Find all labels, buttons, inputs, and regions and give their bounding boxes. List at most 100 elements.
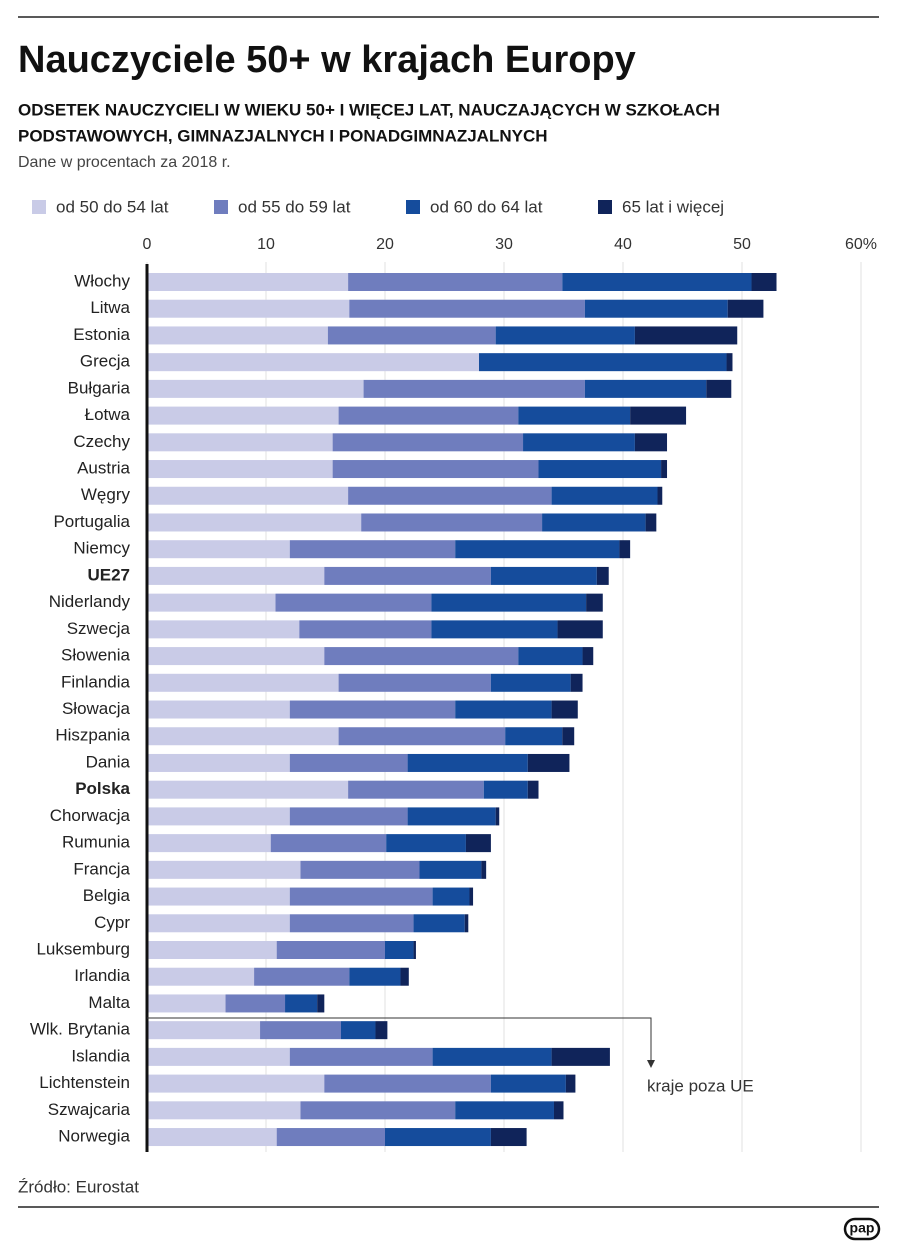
bar-segment xyxy=(147,753,290,772)
category-label: Rumunia xyxy=(62,833,131,852)
bar-segment xyxy=(275,593,432,612)
bar-segment xyxy=(551,700,578,719)
bar-segment xyxy=(147,540,290,559)
bar-segment xyxy=(527,753,570,772)
bar-segment xyxy=(289,887,433,906)
bar-segment xyxy=(317,994,325,1013)
bar-segment xyxy=(225,994,286,1013)
bar-segment xyxy=(147,513,362,532)
category-label: Czechy xyxy=(73,432,130,451)
bar-segment xyxy=(505,727,563,746)
bar-segment xyxy=(147,647,325,666)
category-label: UE27 xyxy=(87,565,130,584)
bracket xyxy=(147,1017,652,1062)
bar-segment xyxy=(495,326,635,345)
bar-segment xyxy=(340,1021,376,1040)
bar-segment xyxy=(432,887,470,906)
bar-segment xyxy=(300,1101,456,1120)
bar-segment xyxy=(147,406,339,425)
bar-segment xyxy=(727,299,764,318)
bar-segment xyxy=(596,566,609,585)
bar-segment xyxy=(254,967,350,986)
legend-label: od 60 do 64 lat xyxy=(430,197,543,216)
legend-swatch xyxy=(406,200,420,214)
bar-segment xyxy=(147,379,364,398)
bar-segment xyxy=(726,353,733,372)
bar-segment xyxy=(553,1101,564,1120)
category-label: Belgia xyxy=(83,886,131,905)
bar-segment xyxy=(147,433,333,452)
bar-segment xyxy=(338,727,506,746)
bar-segment xyxy=(490,566,597,585)
category-label: Luksemburg xyxy=(36,939,130,958)
x-tick-label: 30 xyxy=(495,236,513,253)
category-label: Wlk. Brytania xyxy=(30,1020,131,1039)
bar-segment xyxy=(419,860,482,879)
bar-segment xyxy=(348,273,563,291)
category-label: Słowenia xyxy=(61,646,131,665)
bar-segment xyxy=(551,486,658,505)
bar-segment xyxy=(338,673,491,692)
bar-segment xyxy=(645,513,657,532)
bar-segment xyxy=(582,647,594,666)
bar-segment xyxy=(361,513,543,532)
bar-segment xyxy=(490,673,571,692)
bar-segment xyxy=(147,1101,301,1120)
bar-segment xyxy=(385,1128,491,1147)
bar-segment xyxy=(469,887,474,906)
legend-swatch xyxy=(214,200,228,214)
bar-segment xyxy=(276,1128,385,1147)
category-label: Bułgaria xyxy=(68,378,131,397)
bar-segment xyxy=(338,406,519,425)
legend-label: od 50 do 54 lat xyxy=(56,197,169,216)
source: Źródło: Eurostat xyxy=(18,1177,139,1196)
logo: pap xyxy=(850,1220,875,1236)
bar-segment xyxy=(147,620,300,639)
category-label: Niderlandy xyxy=(49,592,131,611)
bar-segment xyxy=(327,326,496,345)
bar-segment xyxy=(147,780,349,799)
bar-segment xyxy=(407,807,496,826)
category-label: Cypr xyxy=(94,913,130,932)
bar-segment xyxy=(147,727,339,746)
x-tick-label: 50 xyxy=(733,236,751,253)
bar-segment xyxy=(147,1021,261,1040)
bar-segment xyxy=(147,273,349,291)
bar-segment xyxy=(147,299,350,318)
bar-segment xyxy=(584,379,707,398)
category-label: Szwajcaria xyxy=(48,1100,131,1119)
bar-segment xyxy=(751,273,777,291)
bar-segment xyxy=(289,540,456,559)
bar-segment xyxy=(562,727,575,746)
bar-segment xyxy=(285,994,318,1013)
bar-segment xyxy=(542,513,646,532)
category-label: Łotwa xyxy=(85,405,131,424)
bar-segment xyxy=(147,1047,290,1066)
bar-segment xyxy=(551,1047,610,1066)
bar-segment xyxy=(523,433,635,452)
bar-segment xyxy=(431,620,558,639)
x-tick-label: 40 xyxy=(614,236,632,253)
bar-segment xyxy=(270,834,387,853)
category-label: Francja xyxy=(73,859,130,878)
bar-segment xyxy=(289,914,414,933)
category-label: Islandia xyxy=(71,1046,130,1065)
bar-segment xyxy=(490,1128,527,1147)
logo-frame xyxy=(843,1217,881,1241)
bar-segment xyxy=(570,673,583,692)
bar-segment xyxy=(483,780,528,799)
bar-segment xyxy=(619,540,631,559)
bar-segment xyxy=(400,967,409,986)
bar-segment xyxy=(565,1074,576,1093)
bar-segment xyxy=(299,620,432,639)
category-label: Austria xyxy=(77,459,130,478)
bar-segment xyxy=(147,460,333,479)
bar-segment xyxy=(465,834,491,853)
bar-segment xyxy=(538,460,662,479)
bar-segment xyxy=(562,273,752,291)
subtitle: ODSETEK NAUCZYCIELI W WIEKU 50+ I WIĘCEJ… xyxy=(18,100,720,119)
bar-segment xyxy=(706,379,732,398)
bar-segment xyxy=(557,620,603,639)
subtitle: PODSTAWOWYCH, GIMNAZJALNYCH I PONADGIMNA… xyxy=(18,126,548,145)
category-label: Lichtenstein xyxy=(39,1073,130,1092)
